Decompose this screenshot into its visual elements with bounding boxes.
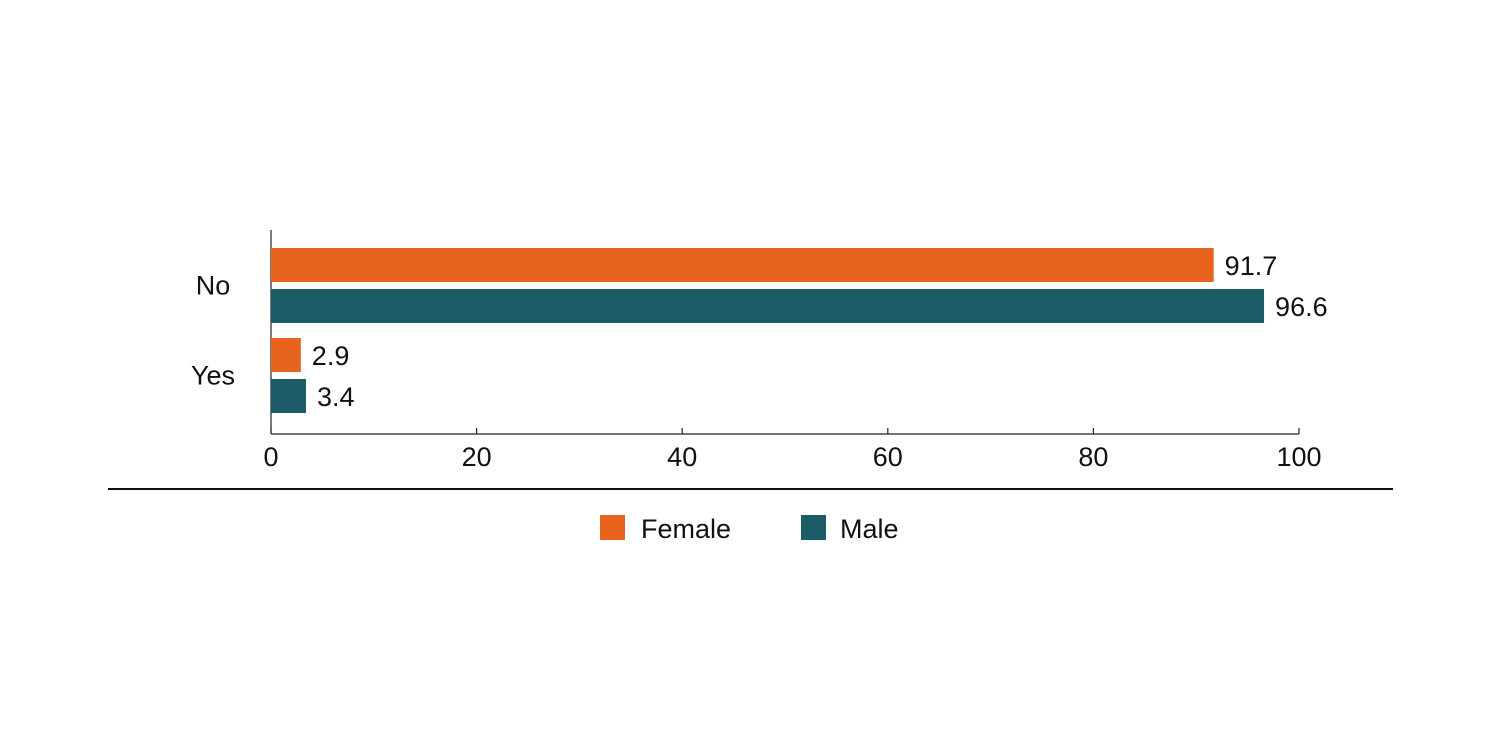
data-label: 3.4: [317, 382, 355, 412]
bar-female: [271, 338, 301, 372]
labels-layer: No Yes 91.7 2.9 96.6 3.4: [191, 251, 1328, 412]
data-label: 91.7: [1225, 251, 1278, 281]
x-tick-label: 20: [462, 442, 492, 472]
legend-swatch-male: [801, 515, 826, 540]
legend-label: Female: [641, 514, 731, 544]
x-tick-label: 0: [263, 442, 278, 472]
x-tick-label: 80: [1078, 442, 1108, 472]
axes-layer: 0 20 40 60 80 100: [108, 230, 1393, 490]
bar-male: [271, 379, 306, 413]
legend: Female Male: [600, 514, 899, 544]
x-tick-label: 60: [873, 442, 903, 472]
data-label: 96.6: [1275, 292, 1328, 322]
y-category-label: Yes: [191, 361, 235, 391]
bar-female: [271, 248, 1214, 282]
legend-swatch-female: [600, 515, 625, 540]
legend-label: Male: [840, 514, 899, 544]
data-label: 2.9: [312, 341, 350, 371]
x-tick-label: 40: [667, 442, 697, 472]
bars-layer: [271, 248, 1265, 413]
y-category-label: No: [196, 271, 231, 301]
x-tick-label: 100: [1276, 442, 1321, 472]
bar-male: [271, 289, 1265, 323]
